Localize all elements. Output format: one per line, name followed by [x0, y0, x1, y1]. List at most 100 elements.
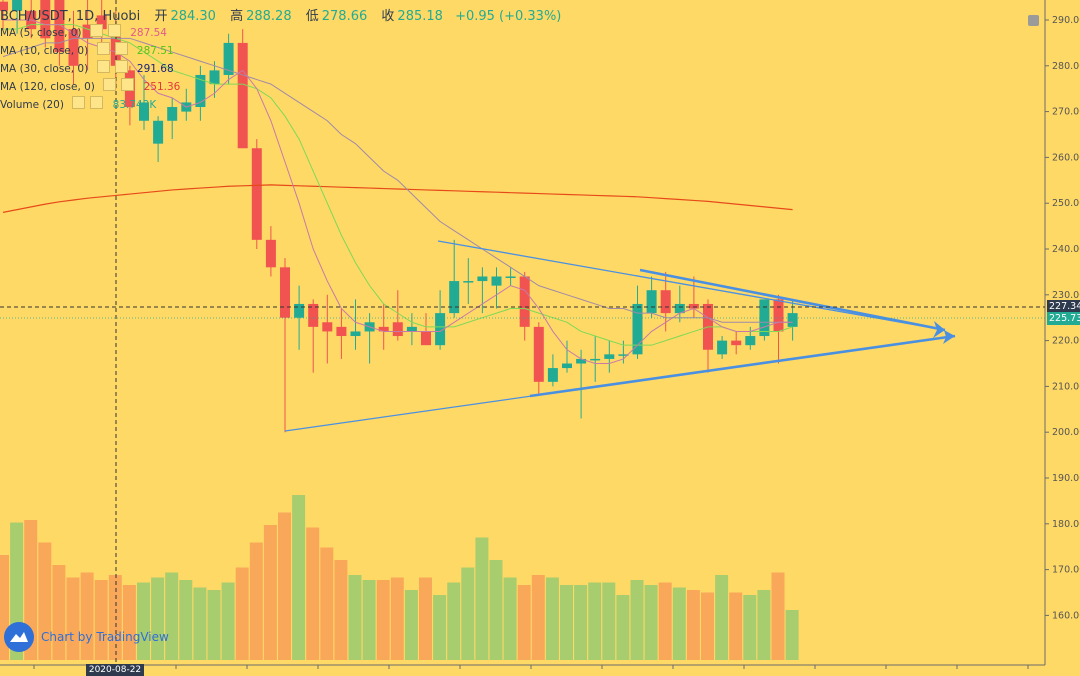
price-tick-label: 240.00 — [1052, 244, 1080, 255]
candle-body — [505, 276, 516, 278]
indicator-name: MA (10, close, 0) — [0, 45, 89, 57]
volume-bar — [715, 575, 729, 660]
volume-bar — [221, 582, 235, 660]
candle-body — [406, 326, 417, 332]
close-icon[interactable] — [114, 60, 128, 73]
volume-bar — [433, 595, 447, 660]
volume-bar — [475, 537, 489, 660]
volume-bar — [630, 580, 644, 660]
ma5-line — [3, 19, 793, 364]
volume-bar — [179, 580, 193, 660]
second-price-tag: 225.73 — [1047, 312, 1080, 325]
volume-bar — [249, 542, 263, 660]
high-value: 288.28 — [246, 9, 292, 24]
ma30-line — [2, 37, 793, 323]
indicator-value: 291.68 — [136, 63, 174, 75]
price-tick-label: 170.00 — [1052, 565, 1080, 576]
candle-body — [209, 70, 220, 85]
close-icon[interactable] — [90, 96, 104, 109]
candle-body — [153, 120, 164, 144]
candle-body — [449, 281, 460, 314]
settings-icon[interactable] — [89, 24, 103, 37]
price-tick-label: 230.00 — [1052, 290, 1080, 301]
volume-bar — [588, 582, 602, 660]
volume-bar — [306, 527, 320, 660]
candle-body — [350, 331, 361, 337]
candle-body — [688, 303, 699, 309]
settings-icon[interactable] — [103, 78, 117, 91]
candle-body — [195, 74, 206, 108]
volume-bar — [503, 577, 517, 660]
volume-bar — [419, 577, 432, 660]
price-tick-label: 190.00 — [1052, 473, 1080, 484]
candle-body — [40, 0, 51, 39]
volume-bar — [390, 577, 404, 660]
price-axis-pane — [1045, 0, 1080, 673]
price-tick-label: 200.00 — [1052, 427, 1080, 438]
volume-bar — [686, 590, 700, 660]
close-icon[interactable] — [121, 78, 135, 91]
ma120-line — [2, 184, 793, 213]
candle-body — [82, 24, 93, 39]
info-icon[interactable] — [1028, 15, 1039, 26]
volume-bar — [207, 590, 221, 660]
last-price-tag: 227.34 — [1047, 300, 1080, 313]
indicator-row-ma5[interactable]: MA (5, close, 0) 287.54 — [0, 24, 167, 39]
settings-icon[interactable] — [96, 42, 110, 55]
indicator-row-ma10[interactable]: MA (10, close, 0) 287.51 — [0, 42, 174, 57]
indicator-value: 83.742K — [112, 99, 157, 111]
candle-body — [773, 299, 784, 332]
indicator-name: Volume (20) — [0, 99, 64, 111]
low-value: 278.66 — [321, 9, 368, 24]
price-tick-label: 250.00 — [1052, 198, 1080, 209]
candle-body — [54, 0, 65, 53]
volume-bar — [94, 580, 108, 660]
candle-body — [68, 29, 79, 66]
volume-bar — [404, 590, 418, 660]
candle-body — [477, 276, 488, 282]
volume-bar — [701, 592, 714, 660]
candle-body — [237, 42, 248, 149]
volume-bar — [122, 585, 136, 660]
settings-icon[interactable] — [96, 60, 110, 73]
indicator-row-ma30[interactable]: MA (30, close, 0) 291.68 — [0, 60, 174, 75]
close-icon[interactable] — [114, 42, 128, 55]
volume-bar — [771, 572, 785, 660]
volume-bar — [729, 592, 743, 660]
volume-bar — [616, 595, 630, 660]
candle-body — [646, 290, 657, 314]
upper-trendline — [639, 268, 946, 332]
price-tick-label: 180.00 — [1052, 519, 1080, 530]
volume-bar — [278, 512, 291, 660]
change-value: +0.95 (+0.33%) — [455, 9, 562, 24]
indicator-row-volume[interactable]: Volume (20) 83.742K — [0, 96, 156, 111]
candle-body — [660, 290, 671, 314]
volume-bar — [672, 587, 686, 660]
close-icon[interactable] — [107, 24, 121, 37]
candle-body — [322, 322, 333, 332]
volume-bar — [165, 572, 179, 660]
volume-bar — [348, 575, 362, 660]
candle-body — [378, 326, 389, 332]
candle-body — [491, 276, 502, 286]
tradingview-logo-icon — [4, 622, 34, 652]
volume-bar — [574, 585, 588, 660]
volume-bar — [292, 495, 306, 660]
volume-bar — [461, 567, 475, 660]
indicator-row-ma120[interactable]: MA (120, close, 0) 251.36 — [0, 78, 180, 93]
volume-bar — [235, 567, 249, 660]
indicator-value: 251.36 — [143, 81, 181, 93]
volume-bar — [785, 610, 799, 660]
volume-bar — [334, 560, 348, 660]
candle-body — [421, 331, 431, 346]
lower-arrowhead — [943, 330, 955, 344]
candle-body — [519, 276, 530, 327]
symbol-name[interactable]: BCH/USDT, 1D, Huobi — [0, 9, 141, 24]
tradingview-branding[interactable]: Chart by TradingView — [4, 622, 169, 652]
volume-bar — [80, 572, 94, 660]
volume-bar — [757, 590, 771, 660]
settings-icon[interactable] — [72, 96, 86, 109]
candle-body — [223, 42, 234, 75]
price-tick-label: 210.00 — [1052, 381, 1080, 392]
